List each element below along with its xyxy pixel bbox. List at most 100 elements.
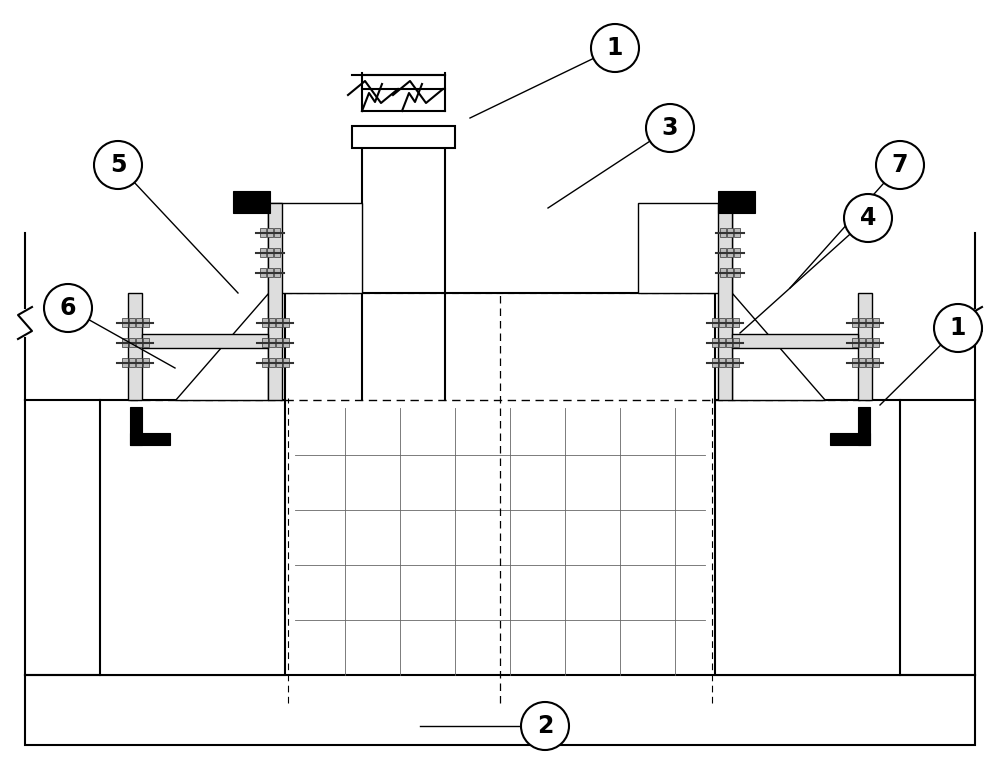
Bar: [866, 358, 872, 367]
Bar: [128, 293, 142, 400]
Circle shape: [646, 104, 694, 152]
Bar: [852, 338, 858, 347]
Bar: [720, 248, 726, 257]
Text: 5: 5: [110, 153, 126, 177]
Bar: [130, 433, 170, 445]
Bar: [268, 358, 274, 367]
Bar: [734, 248, 740, 257]
Polygon shape: [175, 293, 268, 400]
Text: 3: 3: [662, 116, 678, 140]
Bar: [872, 318, 879, 327]
Bar: [727, 248, 733, 257]
Bar: [233, 191, 270, 213]
Bar: [726, 358, 732, 367]
Bar: [268, 203, 282, 400]
Bar: [858, 293, 872, 400]
Bar: [136, 338, 142, 347]
Bar: [858, 318, 864, 327]
Circle shape: [94, 141, 142, 189]
Bar: [732, 318, 738, 327]
Text: 4: 4: [860, 206, 876, 230]
Bar: [712, 318, 718, 327]
Text: 1: 1: [950, 316, 966, 340]
Text: 1: 1: [607, 36, 623, 60]
Bar: [260, 248, 266, 257]
Bar: [727, 228, 733, 237]
Bar: [260, 228, 266, 237]
Bar: [136, 318, 142, 327]
Bar: [136, 358, 142, 367]
Bar: [720, 228, 726, 237]
Bar: [268, 338, 274, 347]
Bar: [128, 318, 134, 327]
Bar: [130, 407, 142, 445]
Circle shape: [591, 24, 639, 72]
Bar: [858, 338, 864, 347]
Bar: [720, 268, 726, 277]
Bar: [718, 203, 732, 400]
Bar: [866, 338, 872, 347]
Polygon shape: [732, 293, 825, 400]
Bar: [852, 358, 858, 367]
Bar: [718, 191, 755, 213]
Bar: [262, 318, 268, 327]
Bar: [866, 318, 872, 327]
Bar: [122, 318, 128, 327]
Bar: [25, 675, 975, 745]
Bar: [276, 318, 282, 327]
Bar: [283, 318, 288, 327]
Text: 2: 2: [537, 714, 553, 738]
Bar: [352, 126, 455, 148]
Bar: [143, 338, 148, 347]
Bar: [858, 407, 870, 445]
Bar: [268, 203, 362, 293]
Text: 6: 6: [60, 296, 76, 320]
Bar: [872, 338, 879, 347]
Bar: [734, 228, 740, 237]
Bar: [726, 318, 732, 327]
Bar: [718, 338, 724, 347]
Bar: [872, 358, 879, 367]
Circle shape: [934, 304, 982, 352]
Circle shape: [521, 702, 569, 750]
Bar: [830, 433, 870, 445]
Bar: [142, 334, 268, 348]
Bar: [858, 358, 864, 367]
Circle shape: [876, 141, 924, 189]
Circle shape: [844, 194, 892, 242]
Bar: [100, 400, 285, 675]
Bar: [283, 358, 288, 367]
Bar: [262, 338, 268, 347]
Bar: [267, 228, 273, 237]
Bar: [734, 268, 740, 277]
Bar: [262, 358, 268, 367]
Bar: [283, 338, 288, 347]
Bar: [143, 318, 148, 327]
Bar: [715, 400, 900, 675]
Bar: [267, 248, 273, 257]
Bar: [712, 338, 718, 347]
Bar: [732, 358, 738, 367]
Bar: [122, 358, 128, 367]
Bar: [276, 358, 282, 367]
Bar: [638, 203, 732, 293]
Bar: [852, 318, 858, 327]
Bar: [276, 338, 282, 347]
Bar: [128, 358, 134, 367]
Bar: [274, 268, 280, 277]
Bar: [712, 358, 718, 367]
Bar: [143, 358, 148, 367]
Bar: [732, 334, 858, 348]
Bar: [260, 268, 266, 277]
Circle shape: [44, 284, 92, 332]
Bar: [128, 338, 134, 347]
Bar: [727, 268, 733, 277]
Bar: [732, 338, 738, 347]
Bar: [718, 318, 724, 327]
Bar: [274, 228, 280, 237]
Bar: [718, 358, 724, 367]
Bar: [274, 248, 280, 257]
Bar: [122, 338, 128, 347]
Bar: [268, 318, 274, 327]
Text: 7: 7: [892, 153, 908, 177]
